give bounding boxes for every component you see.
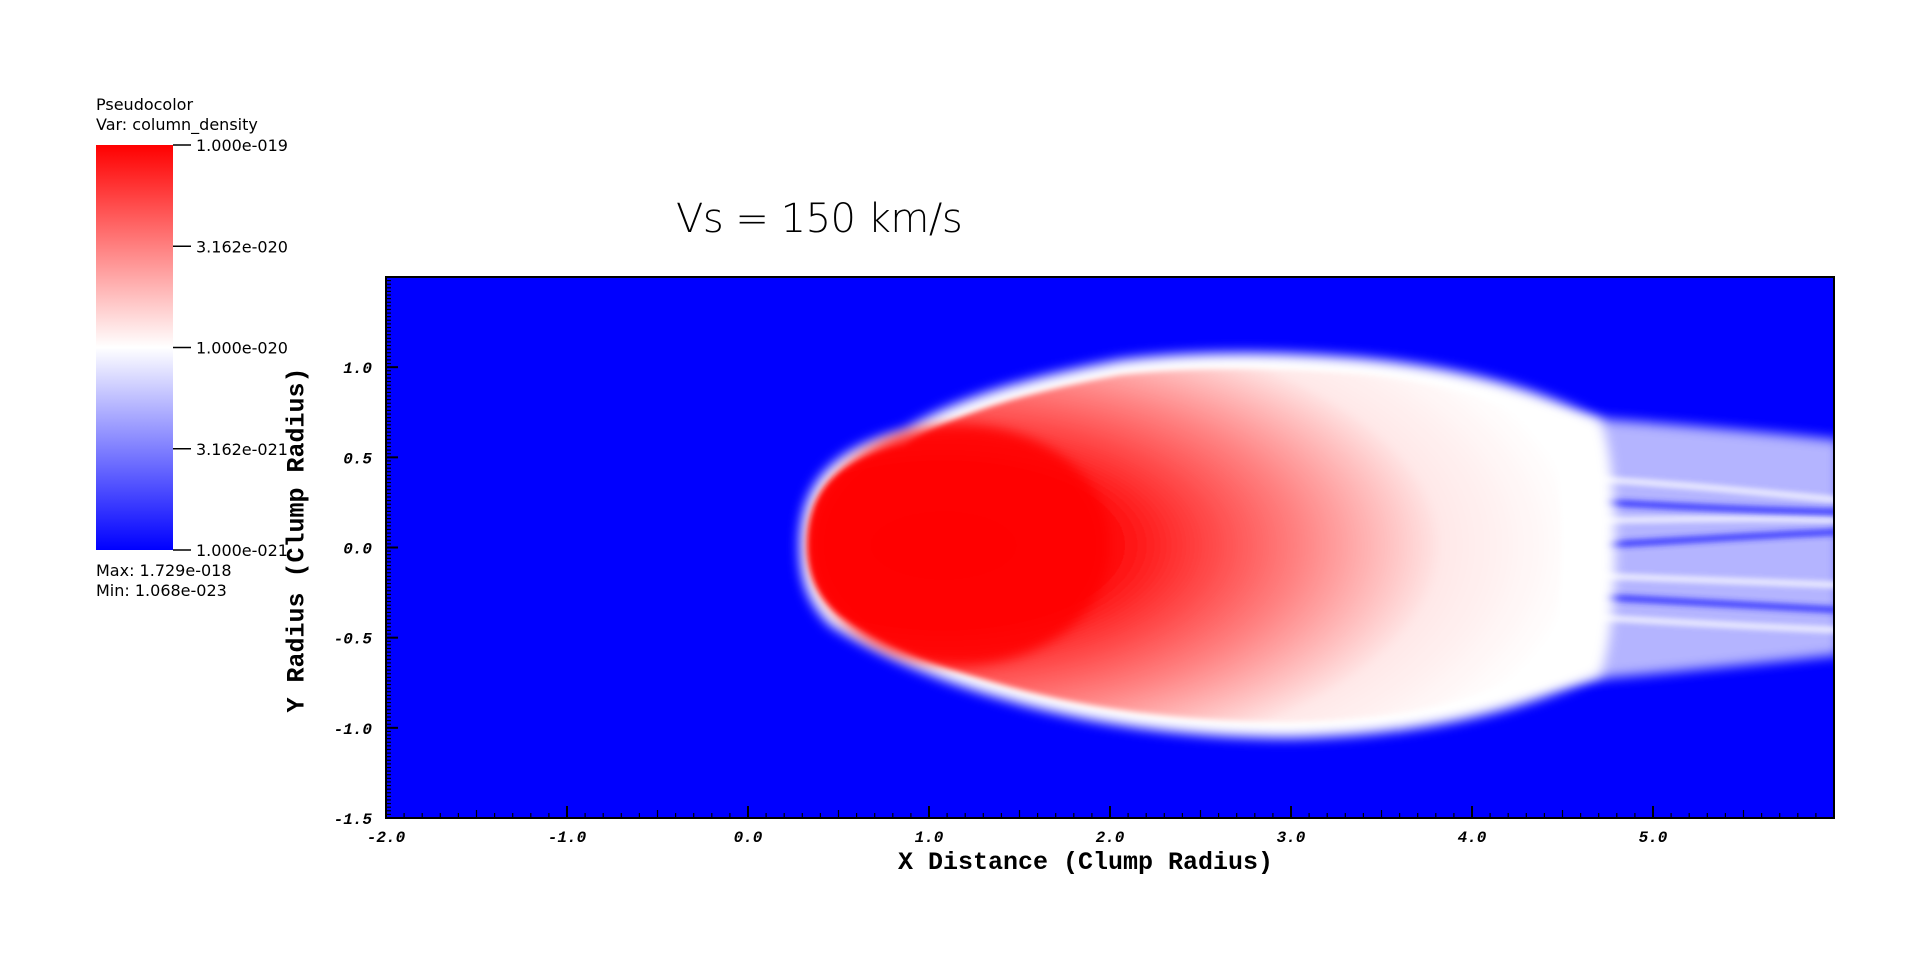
x-axis-label: X Distance (Clump Radius) bbox=[898, 848, 1274, 877]
legend-colorbar bbox=[96, 145, 173, 550]
clump-peak bbox=[810, 425, 1110, 665]
legend-tick-label: 1.000e-020 bbox=[196, 339, 288, 358]
y-tick-label: 1.0 bbox=[343, 360, 372, 378]
legend-tick-label: 3.162e-020 bbox=[196, 237, 288, 256]
legend-title-line1: Pseudocolor bbox=[96, 95, 194, 114]
y-tick-label: 0.5 bbox=[343, 450, 372, 468]
legend-tick-label: 3.162e-021 bbox=[196, 440, 288, 459]
x-tick-label: 0.0 bbox=[734, 829, 763, 847]
y-tick-label: -1.0 bbox=[334, 721, 373, 739]
x-tick-label: -2.0 bbox=[367, 829, 406, 847]
x-tick-label: -1.0 bbox=[548, 829, 587, 847]
clump-image bbox=[800, 353, 1834, 738]
y-axis-label: Y Radius (Clump Radius) bbox=[282, 367, 312, 713]
y-tick-label: 0.0 bbox=[343, 541, 372, 559]
legend-tick-label: 1.000e-019 bbox=[196, 136, 288, 155]
y-axis: -1.5 -1.0 -0.5 0.0 0.5 1.0 bbox=[334, 276, 398, 829]
legend-min-label: Min: 1.068e-023 bbox=[96, 581, 227, 600]
x-tick-label: 5.0 bbox=[1639, 829, 1668, 847]
x-tick-label: 3.0 bbox=[1277, 829, 1306, 847]
x-tick-label: 4.0 bbox=[1458, 829, 1487, 847]
y-tick-label: -1.5 bbox=[334, 811, 373, 829]
plot-title: Vs = 150 km/s bbox=[676, 196, 963, 242]
legend-ticks: 1.000e-019 3.162e-020 1.000e-020 3.162e-021… bbox=[173, 136, 288, 560]
y-tick-label: -0.5 bbox=[334, 631, 373, 649]
x-axis: -2.0 -1.0 0.0 1.0 2.0 3.0 4.0 5.0 bbox=[367, 806, 1835, 847]
x-tick-label: 1.0 bbox=[915, 829, 944, 847]
legend-max-label: Max: 1.729e-018 bbox=[96, 561, 232, 580]
legend-tick-label: 1.000e-021 bbox=[196, 541, 288, 560]
legend-title-line2: Var: column_density bbox=[96, 115, 258, 134]
x-tick-label: 2.0 bbox=[1096, 829, 1125, 847]
